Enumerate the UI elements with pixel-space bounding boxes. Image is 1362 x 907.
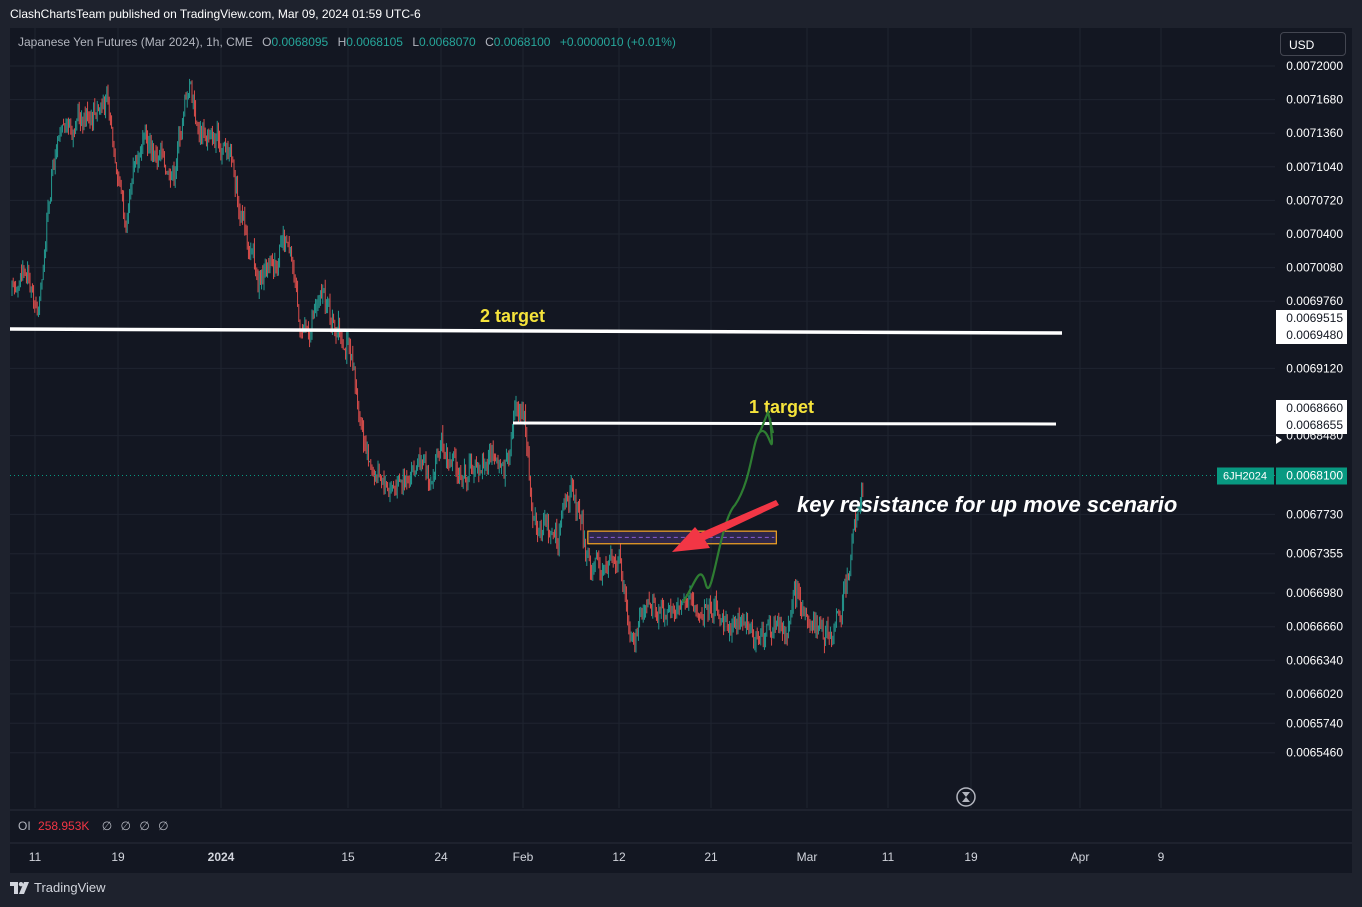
- last-price-box: [1276, 467, 1347, 485]
- target-2-price-label-box: [1276, 310, 1347, 327]
- oi-empty-value: ∅: [139, 819, 150, 833]
- hourglass-icon-glyph: [962, 792, 970, 802]
- close-label: C: [485, 35, 494, 49]
- target-2-label: 2 target: [480, 306, 545, 326]
- hourglass-icon: [956, 787, 976, 807]
- key-resistance-annotation: key resistance for up move scenario: [797, 492, 1177, 517]
- oi-value: 258.953K: [38, 819, 90, 833]
- price-axis-label: 0.0065740: [1286, 716, 1343, 730]
- price-axis-label: 0.0066340: [1286, 653, 1343, 667]
- oi-empty-value: ∅: [158, 819, 169, 833]
- price-axis-label: 0.0065460: [1286, 746, 1343, 760]
- time-axis-label: 19: [111, 850, 125, 864]
- grid-layer: [10, 28, 1352, 844]
- target-1-price-label-box: [1276, 400, 1347, 417]
- time-axis-label: Apr: [1071, 850, 1090, 864]
- target-2-price-label-box: [1276, 327, 1347, 344]
- price-axis-label: 0.0071680: [1286, 93, 1343, 107]
- footer-brand-text: TradingView: [34, 880, 106, 895]
- footer-brand[interactable]: TradingView: [10, 880, 106, 895]
- target-2-price-label: 0.0069480: [1286, 328, 1343, 342]
- price-axis-label: 0.0067355: [1286, 547, 1343, 561]
- price-axis-label: 0.0067730: [1286, 507, 1343, 521]
- target-1-price-label-box: [1276, 417, 1347, 434]
- projected-path-arrowhead: [758, 408, 775, 434]
- tradingview-logo-icon: [10, 881, 29, 894]
- price-axis-label: 0.0071040: [1286, 160, 1343, 174]
- time-axis-label: Feb: [513, 850, 534, 864]
- price-axis-label: 0.0070080: [1286, 261, 1343, 275]
- open-value: 0.0068095: [271, 35, 329, 49]
- target-2-line: [9, 327, 1063, 335]
- axes-layer: 0.0072000 0.0071680 0.0071360 0.0071040 0.00…: [29, 59, 1347, 864]
- symbol-title[interactable]: Japanese Yen Futures (Mar 2024), 1h, CME: [18, 35, 253, 49]
- alert-marker-icon: [1276, 436, 1282, 444]
- header-bar: ClashChartsTeam published on TradingView…: [0, 0, 1362, 28]
- candles-layer: [11, 78, 864, 654]
- price-axis-label: 0.0070400: [1286, 227, 1343, 241]
- time-axis-label: 11: [882, 850, 895, 864]
- time-axis-label: 9: [1158, 850, 1165, 864]
- price-axis-label: 0.0066980: [1286, 586, 1343, 600]
- oi-label: OI: [18, 819, 31, 833]
- last-price-label: 0.0068100: [1286, 469, 1343, 483]
- projected-path: [682, 417, 774, 603]
- price-axis-label: 0.0066020: [1286, 687, 1343, 701]
- price-axis-label: 0.0069760: [1286, 294, 1343, 308]
- time-axis-label: 15: [341, 850, 355, 864]
- price-axis-label: 0.0069120: [1286, 361, 1343, 375]
- low-label: L: [412, 35, 419, 49]
- time-axis-label: 24: [434, 850, 448, 864]
- oi-empty-value: ∅: [120, 819, 131, 833]
- target-1-price-label: 0.0068660: [1286, 401, 1343, 415]
- price-axis-label: 0.0066660: [1286, 620, 1343, 634]
- target-1-line: [512, 421, 1057, 426]
- symbol-tag-box: [1217, 467, 1274, 485]
- time-axis-label: 21: [704, 850, 718, 864]
- time-axis-label: 11: [29, 850, 42, 864]
- time-axis-label: Mar: [797, 850, 818, 864]
- publish-line: ClashChartsTeam published on TradingView…: [10, 7, 421, 21]
- high-value: 0.0068105: [346, 35, 403, 49]
- time-axis-label: 2024: [208, 850, 235, 864]
- time-axis-label: 12: [612, 850, 626, 864]
- hourglass-icon-ring: [956, 787, 976, 807]
- close-value: 0.0068100: [493, 35, 551, 49]
- currency-selector[interactable]: USD: [1280, 32, 1346, 56]
- oi-empty-value: ∅: [101, 819, 113, 833]
- low-value: 0.0068070: [419, 35, 476, 49]
- symbol-tag: 6JH2024: [1223, 471, 1267, 483]
- price-axis-label: 0.0072000: [1286, 59, 1343, 73]
- symbol-legend[interactable]: Japanese Yen Futures (Mar 2024), 1h, CME…: [18, 35, 676, 49]
- price-axis-label: 0.0071360: [1286, 126, 1343, 140]
- open-label: O: [262, 35, 272, 49]
- drawings-layer: 2 target 1 target key resistance for up mo…: [9, 306, 1275, 807]
- oi-legend[interactable]: OI 258.953K ∅ ∅ ∅ ∅: [18, 819, 169, 833]
- target-1-label: 1 target: [749, 397, 814, 417]
- time-axis-label: 19: [964, 850, 978, 864]
- high-label: H: [337, 35, 347, 49]
- price-axis-label: 0.0070720: [1286, 193, 1343, 207]
- target-2-price-label: 0.0069515: [1286, 311, 1343, 325]
- change-value: +0.0000010 (+0.01%): [559, 35, 676, 49]
- red-arrow: [672, 500, 779, 552]
- target-1-price-label: 0.0068655: [1286, 418, 1343, 432]
